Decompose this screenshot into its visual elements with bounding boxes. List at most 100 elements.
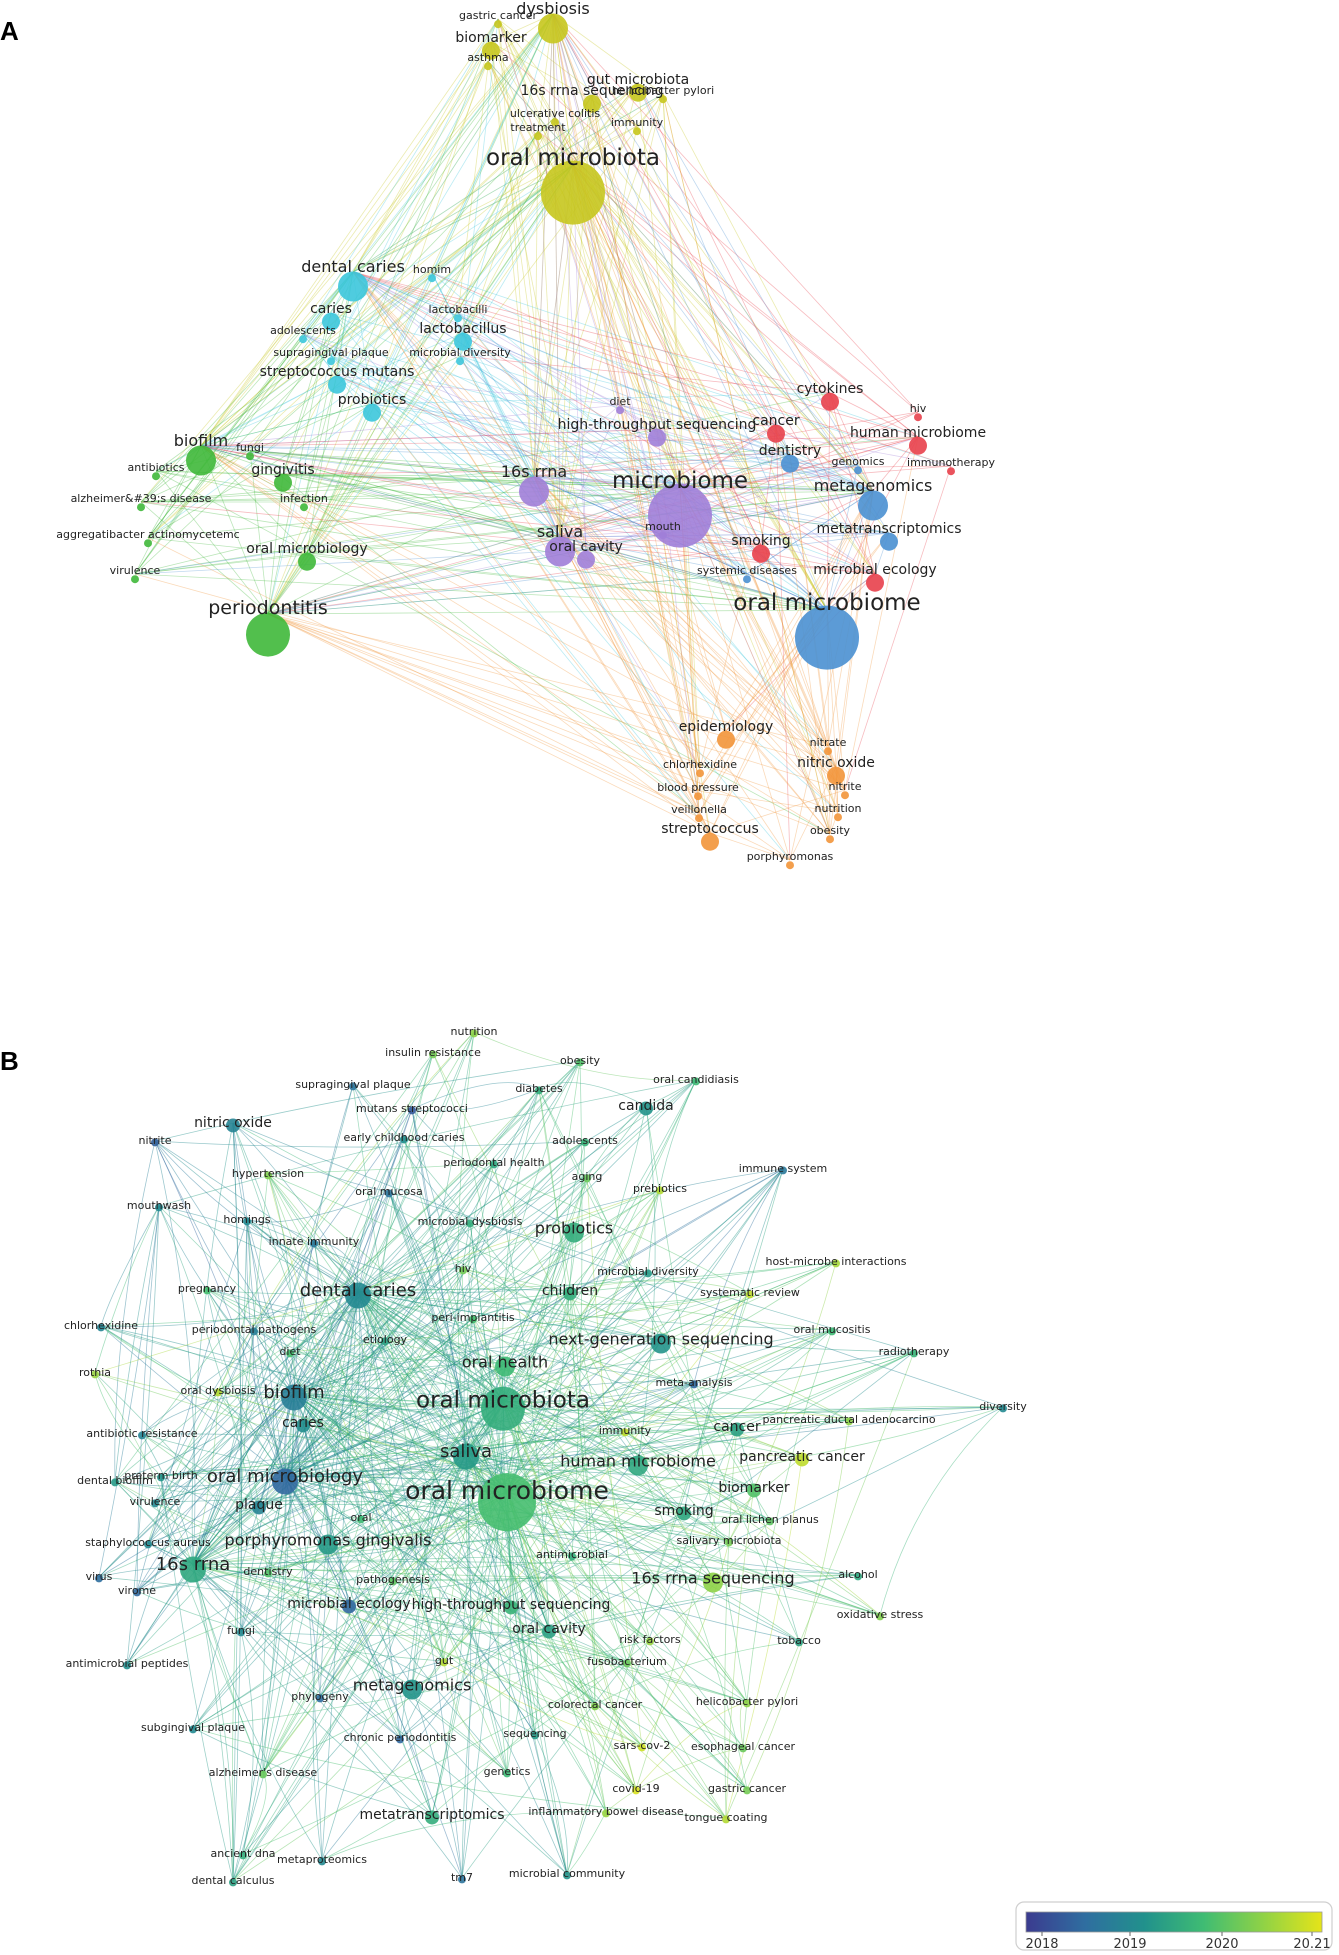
edge-fusobacterium	[284, 1476, 628, 1663]
edge-microbial-diversity	[502, 1271, 649, 1402]
edge-adolescents	[302, 333, 338, 377]
edge-cytokines	[829, 392, 874, 492]
edge-oral-lichen-planus	[465, 1451, 771, 1521]
node-oral	[357, 1515, 365, 1524]
edge-gastric-cancer	[497, 18, 535, 478]
edge-pathogenesis	[267, 1571, 394, 1590]
label-early-childhood-caries: early childhood caries	[344, 1131, 465, 1144]
edge-mouthwash	[158, 1205, 359, 1292]
panel-a-edges	[134, 13, 952, 861]
edge-insulin-resistance	[357, 1052, 434, 1292]
edge-etiology	[384, 1339, 803, 1458]
edge-microbial-community	[293, 1392, 568, 1875]
edge-porphyromonas-gingivalis	[327, 1060, 581, 1542]
edge-oral-lichen-planus	[136, 1519, 771, 1592]
edge-adolescents	[192, 1140, 586, 1566]
label-probiotics: probiotics	[535, 1219, 613, 1238]
node-lactobacilli	[454, 314, 462, 323]
edge-oral-dysbiosis	[217, 1390, 286, 1478]
node-supragingival-plaque	[327, 357, 335, 366]
label-blood-pressure: blood pressure	[657, 781, 739, 794]
edge-mouth	[559, 529, 664, 538]
edge-etiology	[147, 1339, 386, 1544]
edge-oral-cavity	[465, 1451, 550, 1630]
edge-ulcerative-colitis	[554, 116, 574, 166]
edge-oral-microbiota	[352, 164, 574, 273]
edge-systematic-review	[392, 1292, 751, 1581]
edge-caries	[302, 1422, 881, 1616]
edge-antimicrobial	[293, 1392, 573, 1556]
edge-host-microbe-interactions	[502, 1261, 837, 1402]
edge-gastric-cancer	[497, 18, 874, 492]
edge-microbial-ecology	[352, 271, 876, 575]
edge-blood-pressure	[267, 613, 699, 792]
edge-human-microbiome	[293, 1392, 639, 1463]
edge-pathogenesis	[284, 1476, 394, 1581]
edge-caries	[302, 1422, 467, 1453]
edge-oral-microbiota	[502, 1381, 695, 1402]
node-gut-microbiota	[629, 83, 647, 102]
edge-sequencing	[293, 1392, 536, 1735]
node-oral-cavity	[577, 550, 595, 569]
edge-colorectal-cancer	[388, 1191, 596, 1706]
edge-microbial-dysbiosis	[192, 1221, 471, 1566]
edge-helicobacter-pylori	[533, 93, 664, 478]
edge-metagenomics	[411, 1400, 504, 1687]
edge-periodontal-health	[463, 1162, 495, 1453]
edge-metaproteomics	[321, 1811, 607, 1861]
edge-pancreatic-ductal-adenocarcino	[293, 1392, 850, 1421]
edge-periodontal-pathogens	[126, 1329, 255, 1665]
node-hiv	[459, 1266, 467, 1275]
edge-esophageal-cancer	[626, 1661, 744, 1748]
edge-oral-cavity	[284, 1476, 550, 1630]
edge-oral-mucositis	[293, 1329, 833, 1394]
edge-next-generation-sequencing	[284, 1339, 662, 1478]
node-staphylococcus-aureus	[144, 1540, 152, 1549]
edge-asthma	[487, 60, 828, 611]
label-oxidative-stress: oxidative stress	[837, 1608, 924, 1621]
edge-systemic-diseases	[267, 573, 748, 615]
edge-periodontitis	[267, 476, 535, 615]
label-innate-immunity: innate immunity	[269, 1235, 360, 1248]
edge-diabetes	[284, 1088, 540, 1478]
panel-b-nodes	[91, 1029, 1007, 1887]
edge-biofilm	[200, 271, 354, 447]
label-systematic-review: systematic review	[700, 1286, 800, 1299]
edge-porphyromonas	[789, 766, 837, 861]
edge-nitric-oxide	[559, 536, 837, 768]
edge-probiotics	[502, 1228, 575, 1402]
edge-fungi	[249, 450, 700, 814]
edge-genetics	[357, 1290, 508, 1773]
edge-antibiotics	[155, 470, 831, 835]
node-homim	[428, 274, 436, 283]
label-microbial-ecology: microbial ecology	[813, 562, 936, 578]
edge-dental-calculus	[232, 1456, 803, 1882]
edge-genomics	[134, 464, 859, 575]
edge-16s-rrna-sequencing	[432, 1052, 714, 1580]
edge-microbial-diversity	[459, 355, 828, 611]
edge-virulence	[134, 490, 874, 575]
label-oral-microbiota: oral microbiota	[486, 145, 660, 171]
edge-smoking	[284, 1476, 685, 1512]
label-virome: virome	[118, 1584, 156, 1597]
edge-diabetes	[217, 1088, 540, 1392]
edge-dentistry	[619, 404, 791, 456]
edge-covid-19	[293, 1392, 637, 1790]
edge-oral-microbiology	[306, 130, 539, 554]
edge-hiv	[789, 411, 919, 456]
edge-lactobacilli	[457, 312, 952, 467]
edge-nitrite	[114, 1140, 156, 1482]
edge-subgingival-plaque	[192, 1517, 362, 1729]
edge-fungi	[249, 450, 535, 478]
edge-alzheimers-disease	[140, 164, 574, 503]
edge-adolescents	[289, 1140, 586, 1353]
node-ulcerative-colitis	[551, 118, 559, 127]
label-lactobacillus: lactobacillus	[419, 321, 506, 337]
edge-immune-system	[357, 1168, 784, 1292]
edge-colorectal-cancer	[594, 1704, 727, 1819]
edge-dentistry	[572, 164, 791, 456]
edge-radiotherapy	[465, 1351, 915, 1453]
label-virus: virus	[86, 1570, 113, 1583]
label-mouth: mouth	[645, 520, 681, 533]
edge-fungi	[249, 450, 874, 492]
